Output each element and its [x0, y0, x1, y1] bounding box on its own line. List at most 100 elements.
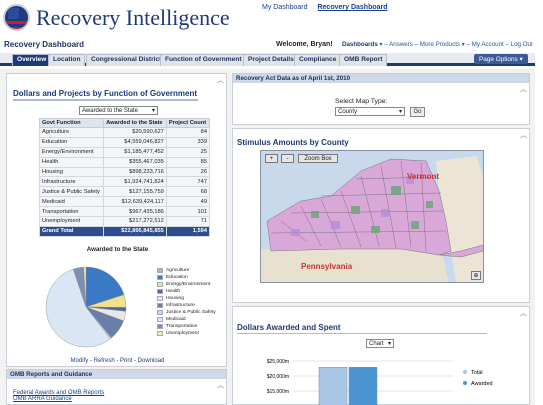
legend-item: Energy/Environment: [157, 281, 216, 288]
my-account-link[interactable]: My Account: [471, 41, 504, 48]
modify-link[interactable]: Modify: [70, 358, 89, 364]
total-cell: Grand Total: [38, 225, 105, 237]
tab-function-of-government[interactable]: Function of Government: [160, 54, 247, 66]
function-cell: Medicaid: [38, 196, 105, 208]
tab-bar: Overview Location Congressional District…: [0, 53, 535, 66]
amount-cell: $127,155,759: [103, 186, 167, 198]
function-table: Govt Function Awarded to the State Proje…: [38, 118, 211, 237]
logout-link[interactable]: Log Out: [510, 41, 533, 48]
pennsylvania-label: Pennsylvania: [301, 262, 353, 271]
legend-swatch: [157, 324, 163, 329]
collapse-caret-icon[interactable]: ︿: [217, 382, 224, 389]
more-products-menu[interactable]: More Products: [419, 41, 461, 48]
pie-legend: Agriculture Education Energy/Environment He…: [157, 267, 216, 337]
nav-separator-4: –: [505, 41, 511, 48]
collapse-caret-icon[interactable]: ︿: [520, 310, 527, 317]
tab-congressional-district[interactable]: Congressional District: [86, 54, 167, 66]
pie-slice-medicaid[interactable]: [45, 268, 111, 348]
map-expand-icon[interactable]: ⊕: [471, 271, 481, 280]
count-cell: 26: [165, 166, 211, 178]
bar-legend-label: Awarded: [471, 381, 493, 387]
function-panel: ︿ Dollars and Projects by Function of Go…: [6, 73, 227, 367]
pie-chart: [45, 266, 127, 348]
table-row: Agriculture $20,590,627 84: [38, 127, 211, 138]
dashboard-title: Recovery Dashboard: [4, 40, 85, 49]
legend-item: Medicaid: [157, 316, 216, 323]
tab-project-details[interactable]: Project Details: [243, 54, 299, 66]
collapse-caret-icon[interactable]: ︿: [520, 132, 527, 139]
print-link[interactable]: Print: [120, 358, 133, 364]
column-header[interactable]: Awarded to the State: [103, 118, 167, 128]
omb-link-federal-awards[interactable]: Federal Awards and OMB Reports: [13, 390, 105, 396]
tab-overview[interactable]: Overview: [12, 54, 52, 66]
tab-omb-report[interactable]: OMB Report: [339, 54, 388, 66]
link-separator: -: [116, 358, 119, 364]
tab-location[interactable]: Location: [48, 54, 86, 66]
amount-cell: $1,924,741,824: [103, 176, 167, 188]
legend-swatch: [157, 282, 163, 287]
count-cell: 68: [165, 186, 211, 198]
count-cell: 25: [165, 146, 211, 158]
map-panel-title: Stimulus Amounts by County: [237, 138, 349, 147]
dashboard-content: ︿ Dollars and Projects by Function of Go…: [0, 69, 535, 405]
table-row: Housing $898,233,716 26: [38, 166, 211, 178]
omb-panel-title: OMB Reports and Guidance: [7, 370, 226, 379]
legend-label: Justice & Public Safety: [166, 310, 216, 315]
awarded-spent-title: Dollars Awarded and Spent: [237, 323, 341, 332]
legend-label: Unemployment: [166, 331, 199, 336]
top-links: My Dashboard Recovery Dashboard: [262, 4, 396, 11]
table-row: Unemployment $217,272,512 71: [38, 216, 211, 227]
welcome-text: Welcome, Bryan!: [276, 41, 333, 48]
pie-slice-education[interactable]: [85, 266, 125, 308]
map-type-select[interactable]: County ▾: [335, 107, 405, 116]
top-bar: Recovery Intelligence My Dashboard Recov…: [0, 0, 535, 38]
view-type-select[interactable]: Chart ▾: [366, 339, 394, 348]
column-header[interactable]: Project Count: [165, 118, 211, 128]
function-cell: Transportation: [38, 206, 105, 218]
legend-swatch: [157, 303, 163, 308]
go-button[interactable]: Go: [410, 107, 425, 117]
pie-slice-unemployment[interactable]: [83, 266, 87, 308]
table-row: Infrastructure $1,924,741,824 747: [38, 176, 211, 188]
column-header[interactable]: Govt Function: [38, 118, 105, 128]
collapse-caret-icon[interactable]: ︿: [217, 77, 224, 84]
tab-compliance[interactable]: Compliance: [294, 54, 342, 66]
page-options-button[interactable]: Page Options ▾: [474, 54, 528, 64]
bar-legend-label: Total: [471, 370, 483, 376]
pie-title: Awarded to the State: [86, 246, 149, 253]
bar-legend-swatch: [463, 381, 467, 385]
zoom-box-button[interactable]: Zoom Box: [298, 154, 338, 163]
refresh-link[interactable]: Refresh: [93, 358, 115, 364]
bar-total[interactable]: [318, 367, 348, 405]
count-cell: 101: [165, 206, 211, 218]
dashboards-menu[interactable]: Dashboards: [342, 41, 378, 48]
y-tick-label: $20,000m: [267, 374, 289, 380]
bar-awarded[interactable]: [348, 367, 378, 405]
download-link[interactable]: Download: [137, 358, 165, 364]
my-dashboard-link[interactable]: My Dashboard: [262, 4, 308, 11]
amount-cell: $355,467,035: [103, 156, 167, 168]
county-map[interactable]: Vermont Pennsylvania + - Zoom Box ⊕: [260, 150, 484, 283]
awarded-spent-chart: $25,000m $20,000m $15,000m Total Awarded: [267, 359, 493, 405]
amount-cell: $20,590,627: [103, 127, 167, 138]
zoom-out-button[interactable]: -: [281, 154, 294, 163]
omb-link-arra-guidance[interactable]: OMB ARRA Guidance: [13, 396, 72, 402]
recovery-dashboard-link[interactable]: Recovery Dashboard: [317, 4, 388, 11]
zoom-in-button[interactable]: +: [265, 154, 278, 163]
link-separator: -: [134, 358, 137, 364]
omb-panel: OMB Reports and Guidance ︿ Federal Award…: [6, 369, 227, 405]
map-type-label: Select Map Type:: [335, 98, 388, 105]
function-panel-title: Dollars and Projects by Function of Gove…: [13, 89, 198, 98]
function-cell: Justice & Public Safety: [38, 186, 105, 198]
legend-swatch: [157, 275, 163, 280]
measure-select[interactable]: Awarded to the State ▾: [79, 106, 158, 115]
legend-item: Transportation: [157, 323, 216, 330]
map-canvas: Vermont Pennsylvania: [261, 151, 483, 282]
function-cell: Education: [38, 136, 105, 148]
vermont-label: Vermont: [407, 172, 439, 181]
grand-total-row: Grand Total $22,895,845,855 1,594: [38, 225, 211, 237]
legend-swatch: [157, 317, 163, 322]
awarded-spent-panel: ︿ Dollars Awarded and Spent Chart ▾ $25,0…: [232, 306, 530, 405]
answers-menu[interactable]: Answers: [389, 41, 413, 48]
collapse-caret-icon[interactable]: ︿: [520, 86, 527, 93]
